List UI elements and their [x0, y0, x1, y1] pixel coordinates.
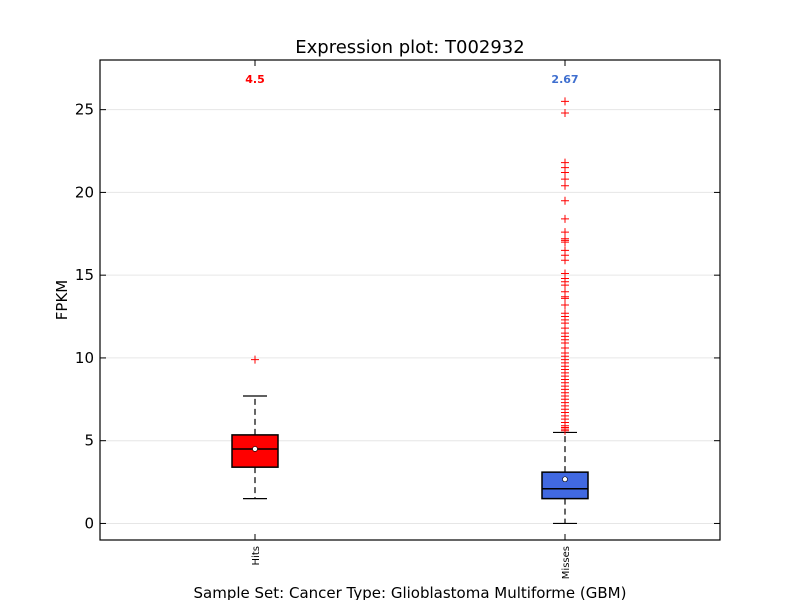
mean-marker: [562, 476, 568, 483]
y-axis-label: FPKM: [53, 280, 71, 320]
y-tick-label: 25: [75, 101, 94, 119]
y-tick-label: 5: [84, 432, 94, 450]
x-tick-label: Hits: [251, 546, 262, 565]
box-iqr: [231, 434, 279, 468]
outlier-point: [561, 238, 569, 247]
plot-frame: [99, 59, 721, 541]
outlier-point: [561, 214, 569, 223]
grid-lines: [100, 109, 720, 524]
outlier-point: [561, 108, 569, 117]
box-iqr: [541, 471, 589, 500]
y-tick-label: 15: [75, 266, 94, 284]
y-tick-label: 10: [75, 349, 94, 367]
y-tick-label: 0: [84, 514, 94, 532]
outlier-point: [561, 256, 569, 265]
axes: 0 5 10 15 20 25 Hits Misses: [75, 59, 721, 579]
box-hits: [231, 355, 279, 500]
mean-value-label: 4.5: [245, 73, 265, 86]
outlier-point: [561, 181, 569, 190]
outlier-point: [561, 426, 569, 435]
outlier-point: [561, 97, 569, 106]
mean-marker: [252, 446, 258, 452]
outlier-point: [561, 300, 569, 309]
chart-title: Expression plot: T002932: [295, 37, 524, 58]
box-misses: [541, 97, 589, 525]
outlier-point: [561, 196, 569, 205]
x-axis-label: Sample Set: Cancer Type: Glioblastoma Mu…: [194, 584, 627, 600]
outlier-point: [251, 355, 259, 364]
y-tick-label: 20: [75, 183, 94, 201]
x-tick-label: Misses: [561, 546, 572, 579]
plot-area: 4.5 2.67: [231, 73, 589, 525]
mean-value-label: 2.67: [551, 73, 578, 86]
